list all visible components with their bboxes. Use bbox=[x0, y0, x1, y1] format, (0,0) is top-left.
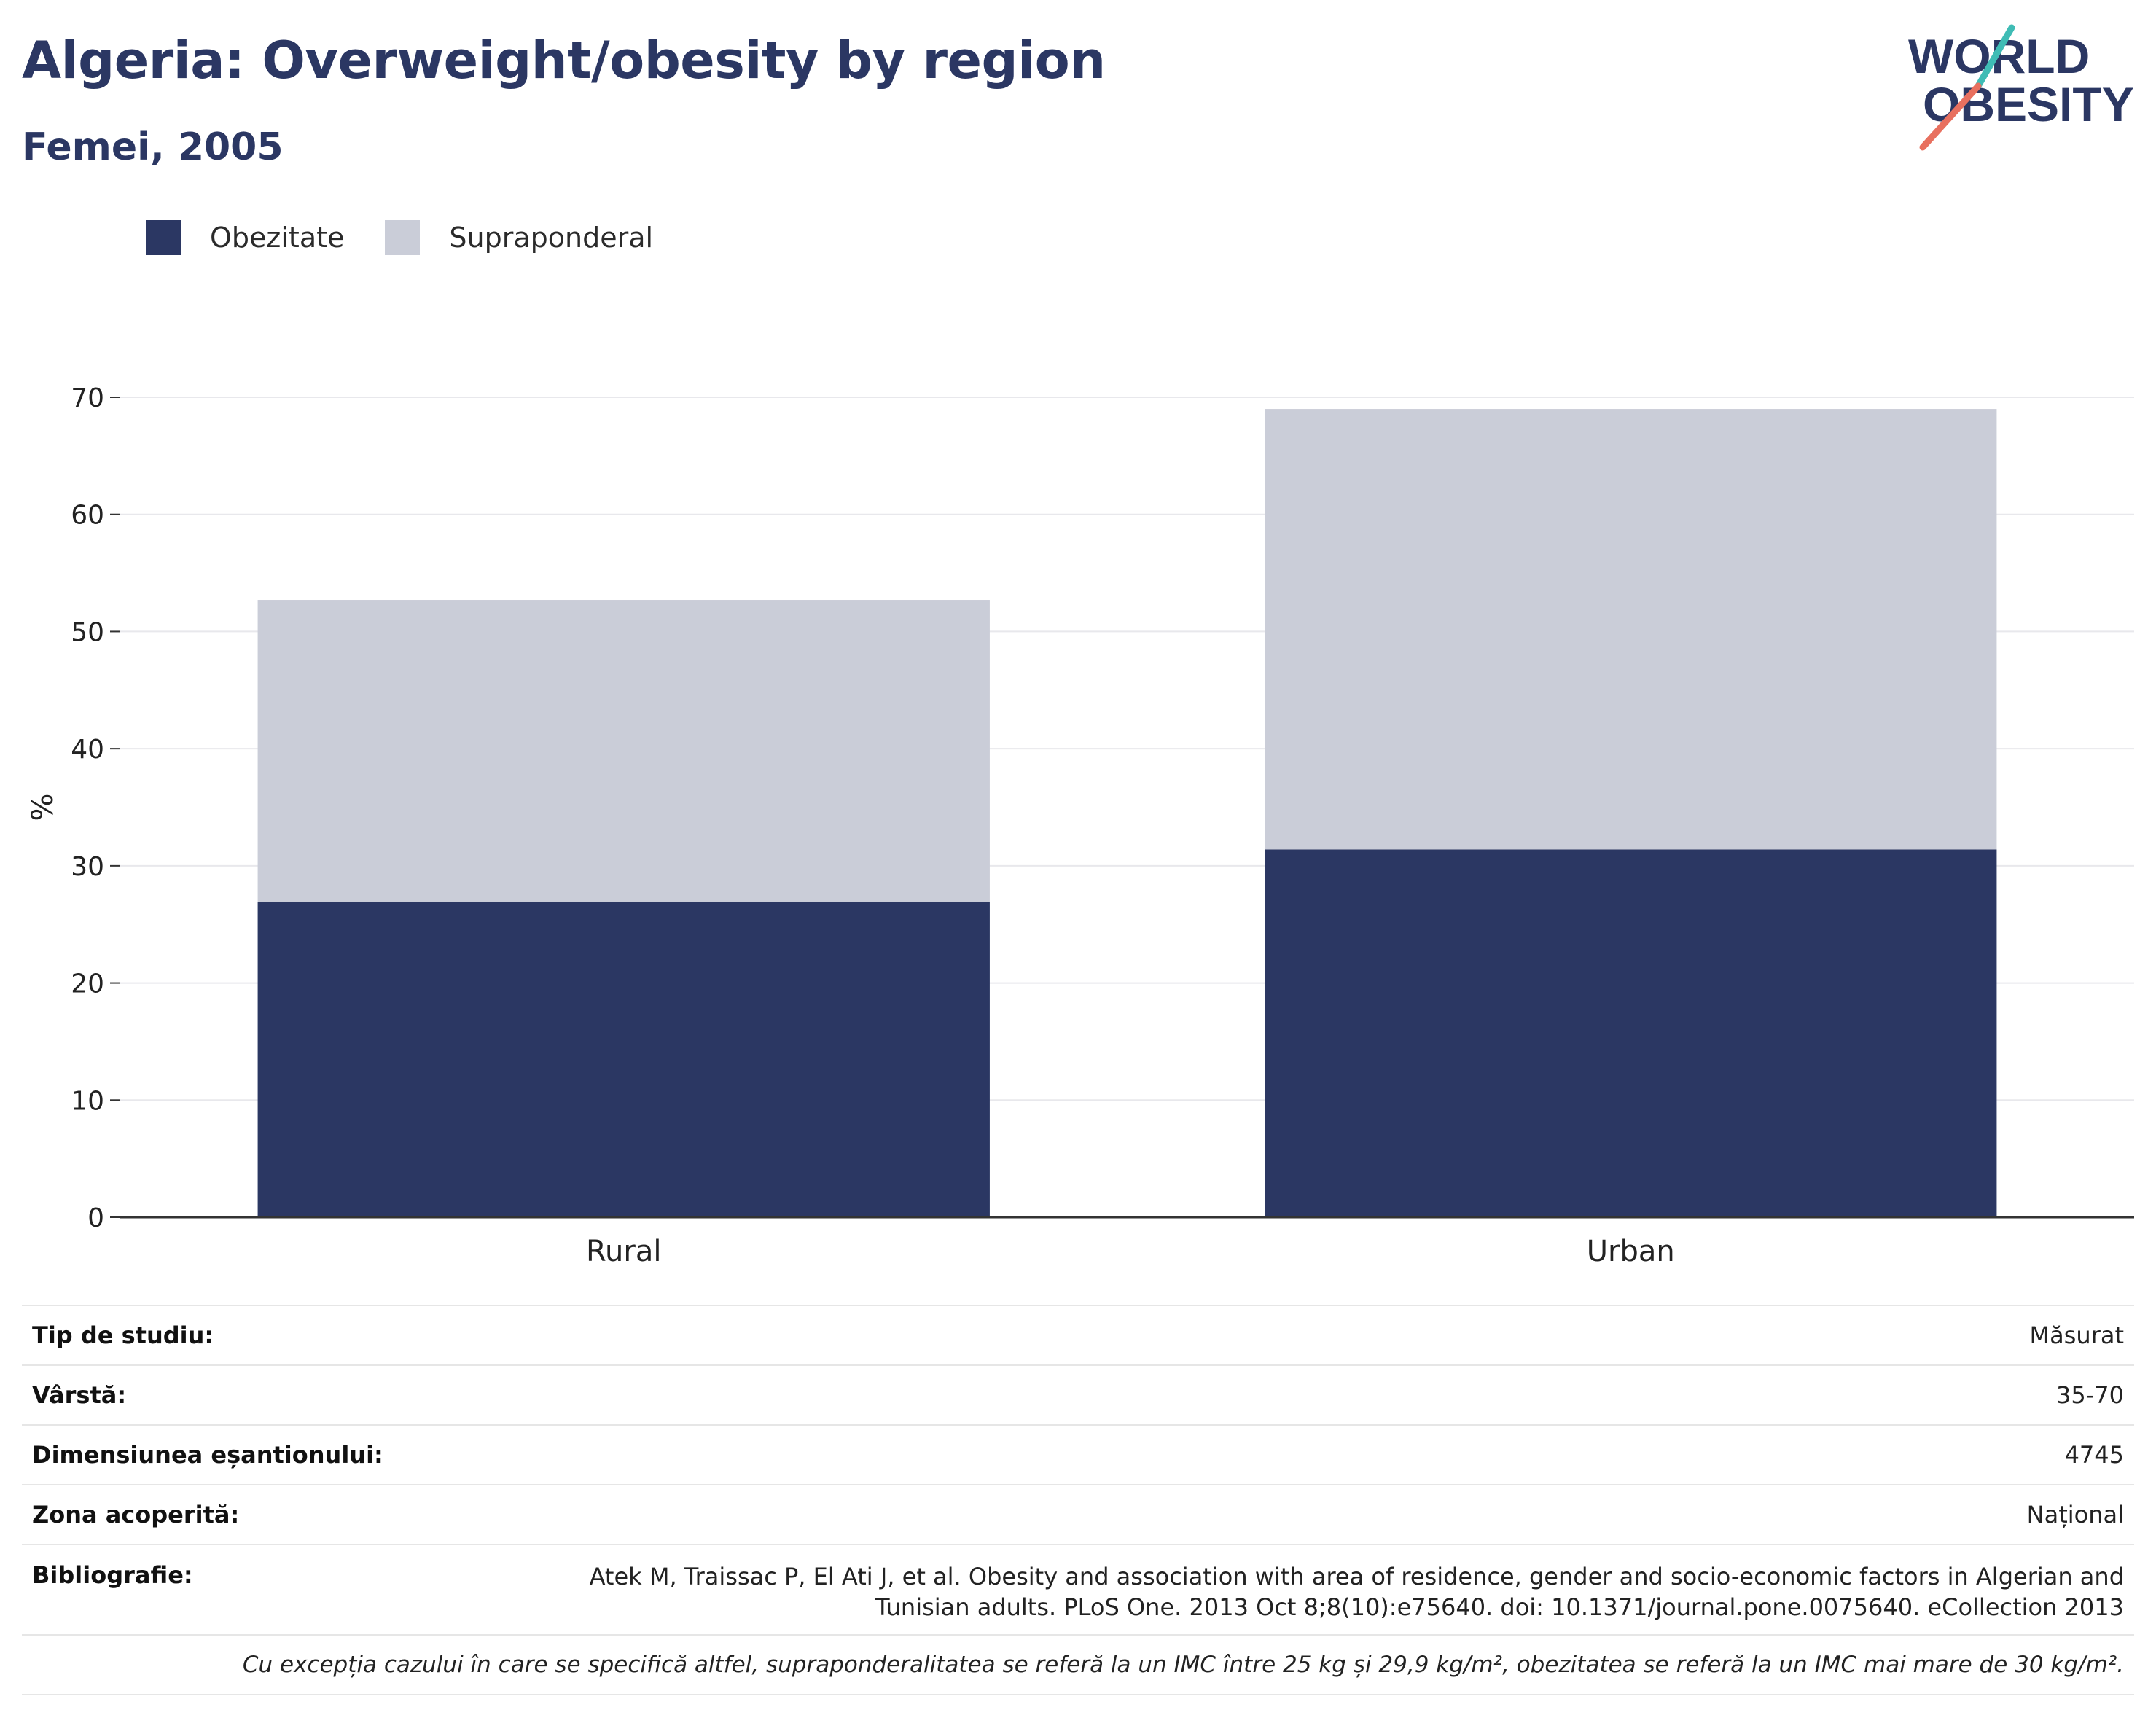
y-tick-label: 70 bbox=[71, 383, 104, 413]
info-row-study-type: Tip de studiu: Măsurat bbox=[22, 1306, 2134, 1366]
legend-item-supraponderal: Supraponderal bbox=[385, 220, 653, 255]
x-tick-label: Urban bbox=[1587, 1235, 1675, 1268]
bar-rural-obezitate bbox=[257, 902, 990, 1217]
logo-line2: OBESITY bbox=[1923, 77, 2134, 131]
bibliography-line-1: Atek M, Traissac P, El Ati J, et al. Obe… bbox=[589, 1563, 2124, 1590]
x-tick-label: Rural bbox=[586, 1235, 661, 1268]
chart-legend: Obezitate Supraponderal bbox=[146, 216, 694, 259]
legend-swatch-obezitate bbox=[146, 220, 181, 255]
logo-slash-top bbox=[1975, 24, 2015, 90]
world-obesity-logo: WORLD OBESITY bbox=[1908, 24, 2134, 151]
info-row-age: Vârstă: 35-70 bbox=[22, 1366, 2134, 1426]
bar-urban-supraponderal bbox=[1265, 409, 1997, 850]
bibliography-label: Bibliografie: bbox=[32, 1561, 193, 1589]
bar-urban-obezitate bbox=[1265, 849, 1997, 1217]
info-row-area: Zona acoperită: Național bbox=[22, 1485, 2134, 1545]
y-tick-label: 60 bbox=[71, 501, 104, 531]
y-axis-label: % bbox=[26, 793, 60, 821]
sample-size-label: Dimensiunea eșantionului: bbox=[32, 1441, 383, 1469]
legend-item-obezitate: Obezitate bbox=[146, 220, 344, 255]
y-tick-label: 50 bbox=[71, 617, 104, 647]
area-label: Zona acoperită: bbox=[32, 1501, 240, 1528]
study-info-table: Tip de studiu: Măsurat Vârstă: 35-70 Dim… bbox=[22, 1305, 2134, 1695]
chart-subtitle: Femei, 2005 bbox=[22, 125, 284, 169]
logo-slash-bottom bbox=[1919, 82, 1982, 151]
y-tick-label: 40 bbox=[71, 735, 104, 765]
definition-note: Cu excepția cazului în care se specifică… bbox=[242, 1652, 2124, 1678]
legend-label-supraponderal: Supraponderal bbox=[449, 222, 654, 254]
age-label: Vârstă: bbox=[32, 1381, 127, 1409]
y-tick-label: 10 bbox=[71, 1086, 104, 1116]
stacked-bar-chart: 0 10 20 30 40 50 60 70% Rural Urban bbox=[26, 383, 2134, 1268]
study-type-label: Tip de studiu: bbox=[32, 1321, 214, 1349]
info-row-bibliography: Bibliografie: Atek M, Traissac P, El Ati… bbox=[22, 1545, 2134, 1636]
info-row-sample-size: Dimensiunea eșantionului: 4745 bbox=[22, 1426, 2134, 1485]
y-tick-label: 0 bbox=[87, 1203, 104, 1233]
chart-title: Algeria: Overweight/obesity by region bbox=[22, 31, 1106, 90]
y-tick-label: 30 bbox=[71, 852, 104, 882]
study-type-value: Măsurat bbox=[2029, 1321, 2124, 1349]
legend-label-obezitate: Obezitate bbox=[210, 222, 345, 254]
bibliography-line-2: Tunisian adults. PLoS One. 2013 Oct 8;8(… bbox=[875, 1593, 2124, 1621]
y-tick-label: 20 bbox=[71, 969, 104, 999]
age-value: 35-70 bbox=[2056, 1381, 2124, 1409]
sample-size-value: 4745 bbox=[2064, 1441, 2124, 1469]
info-row-note: Cu excepția cazului în care se specifică… bbox=[22, 1636, 2134, 1695]
area-value: Național bbox=[2026, 1501, 2124, 1528]
bibliography-value: Atek M, Traissac P, El Ati J, et al. Obe… bbox=[590, 1561, 2124, 1622]
bar-rural-supraponderal bbox=[257, 600, 990, 902]
legend-swatch-supraponderal bbox=[385, 220, 421, 255]
